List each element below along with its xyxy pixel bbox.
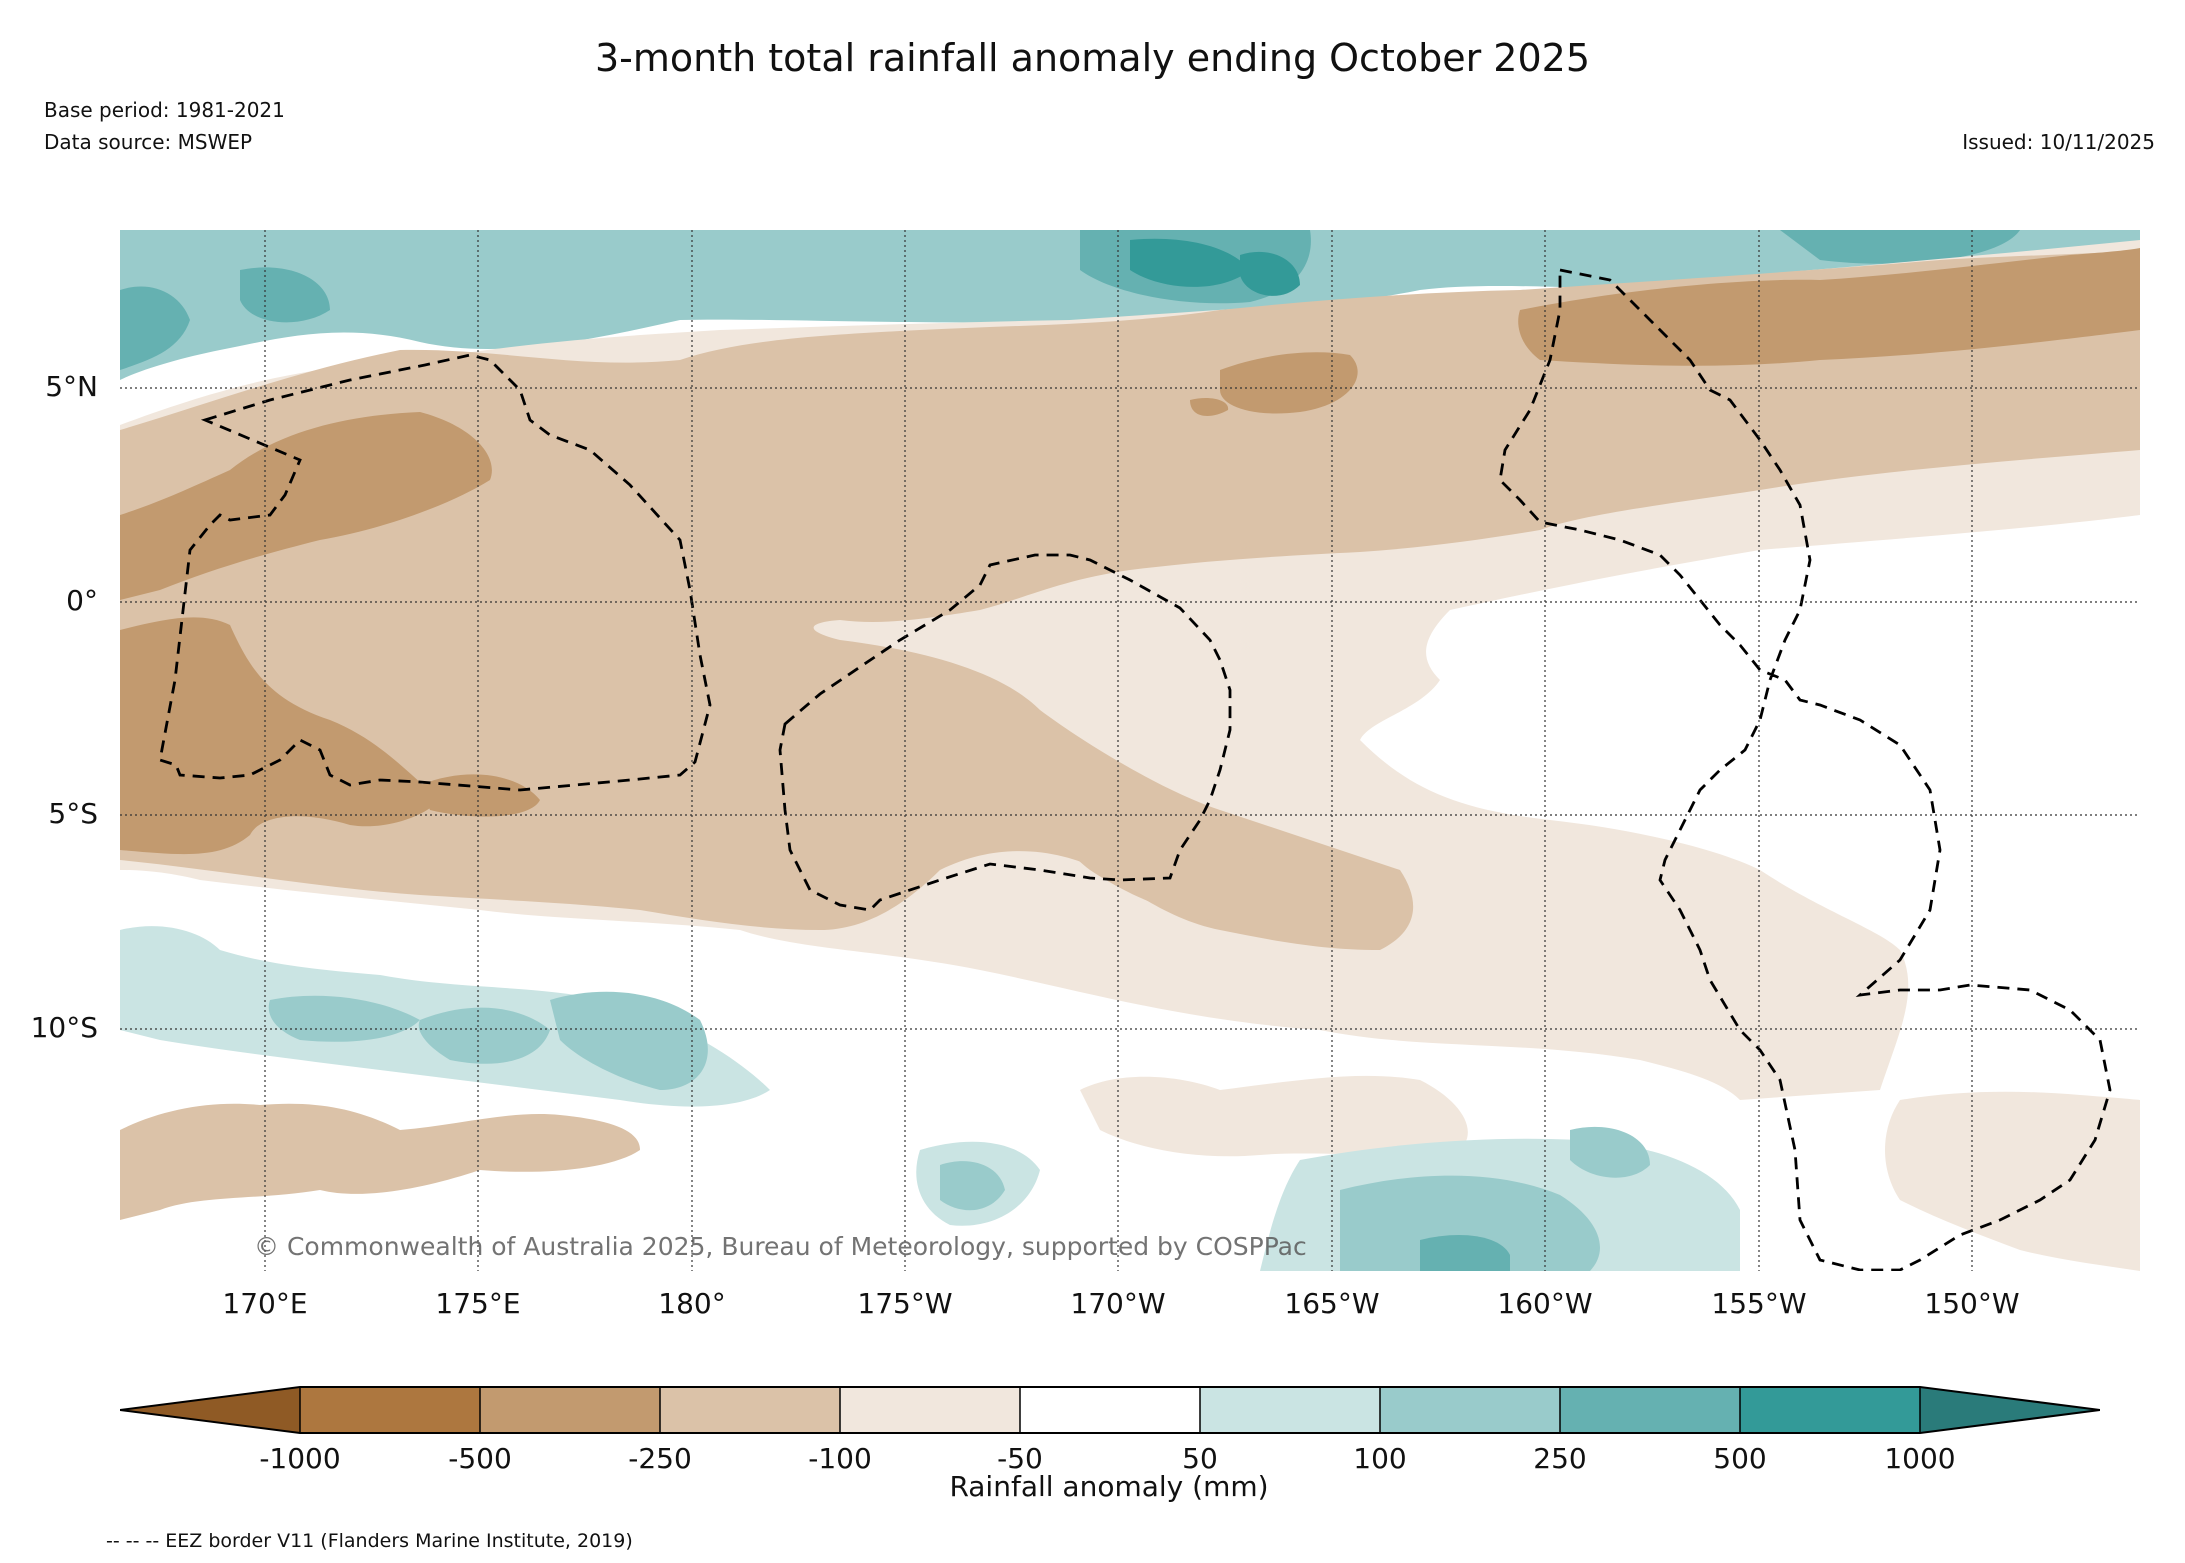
eez-border-kiribati-west xyxy=(158,353,712,792)
base-period: Base period: 1981-2021 xyxy=(44,98,285,122)
colorbar-bin-50-100 xyxy=(1200,1387,1380,1433)
dry-strong-west xyxy=(120,412,540,855)
issued-date: Issued: 10/11/2025 xyxy=(1962,130,2155,154)
lat-label-10s: 10°S xyxy=(30,1011,98,1044)
north-wet-core xyxy=(120,230,2020,370)
lat-label-equator: 0° xyxy=(66,584,98,617)
colorbar-bin-100-250 xyxy=(1380,1387,1560,1433)
lat-label-5n: 5°N xyxy=(45,370,98,403)
dry-moderate-region xyxy=(120,250,2140,950)
south-dry-center xyxy=(1080,1075,1468,1157)
colorbar-bin-m1000-m500 xyxy=(300,1387,480,1433)
colorbar-bin-250-500 xyxy=(1560,1387,1740,1433)
lon-label-165w: 165°W xyxy=(1284,1287,1380,1320)
rainfall-anomaly-map xyxy=(120,230,2140,1271)
colorbar-tick: -100 xyxy=(808,1442,872,1475)
colorbar-tick: 500 xyxy=(1713,1442,1767,1475)
colorbar-tick: -1000 xyxy=(259,1442,341,1475)
north-wet-peak xyxy=(1130,238,1300,296)
south-wet-east-core xyxy=(940,1126,1650,1271)
lon-label-170e: 170°E xyxy=(222,1287,308,1320)
lon-label-150w: 150°W xyxy=(1924,1287,2020,1320)
colorbar-dividers xyxy=(299,1387,1921,1433)
eez-legend-note: -- -- -- EEZ border V11 (Flanders Marine… xyxy=(106,1530,633,1552)
lon-label-175w: 175°W xyxy=(857,1287,953,1320)
colorbar-extend-low xyxy=(120,1387,300,1433)
map-gridlines xyxy=(120,230,2140,1271)
lat-label-5s: 5°S xyxy=(48,797,98,830)
colorbar-tick: -250 xyxy=(628,1442,692,1475)
south-dry-west xyxy=(120,1103,640,1220)
eez-border-tokelau xyxy=(778,553,1232,912)
lon-label-180: 180° xyxy=(658,1287,726,1320)
colorbar-bin-m50-50 xyxy=(1020,1387,1200,1433)
south-wet-east-peak xyxy=(1420,1235,1510,1271)
dry-central-pocket xyxy=(1060,820,1351,942)
colorbar-tick: 1000 xyxy=(1884,1442,1956,1475)
copyright-watermark: © Commonwealth of Australia 2025, Bureau… xyxy=(254,1232,1307,1261)
colorbar-bin-m250-m100 xyxy=(660,1387,840,1433)
lon-label-175e: 175°E xyxy=(435,1287,521,1320)
colorbar-tick: 250 xyxy=(1533,1442,1587,1475)
dry-strong-north xyxy=(1190,248,2140,416)
colorbar-tick: 50 xyxy=(1182,1442,1218,1475)
lon-label-160w: 160°W xyxy=(1497,1287,1593,1320)
data-source: Data source: MSWEP xyxy=(44,130,253,154)
colorbar-tick: 100 xyxy=(1353,1442,1407,1475)
south-wet-west-core xyxy=(268,991,708,1090)
eez-border-kiribati-line xyxy=(1498,268,2112,1271)
colorbar-extend-high xyxy=(1920,1387,2100,1433)
lon-label-170w: 170°W xyxy=(1070,1287,1166,1320)
colorbar-title: Rainfall anomaly (mm) xyxy=(949,1470,1269,1503)
colorbar-tick: -500 xyxy=(448,1442,512,1475)
colorbar xyxy=(120,1386,2100,1434)
colorbar-tick: -50 xyxy=(997,1442,1043,1475)
colorbar-bin-500-1000 xyxy=(1740,1387,1920,1433)
south-dry-east xyxy=(1885,1091,2140,1271)
map-title: 3-month total rainfall anomaly ending Oc… xyxy=(594,36,1590,80)
eez-borders xyxy=(158,268,2112,1271)
colorbar-bin-m100-m50 xyxy=(840,1387,1020,1433)
north-wet-band xyxy=(120,230,2140,380)
lon-label-155w: 155°W xyxy=(1711,1287,1807,1320)
colorbar-bin-m500-m250 xyxy=(480,1387,660,1433)
